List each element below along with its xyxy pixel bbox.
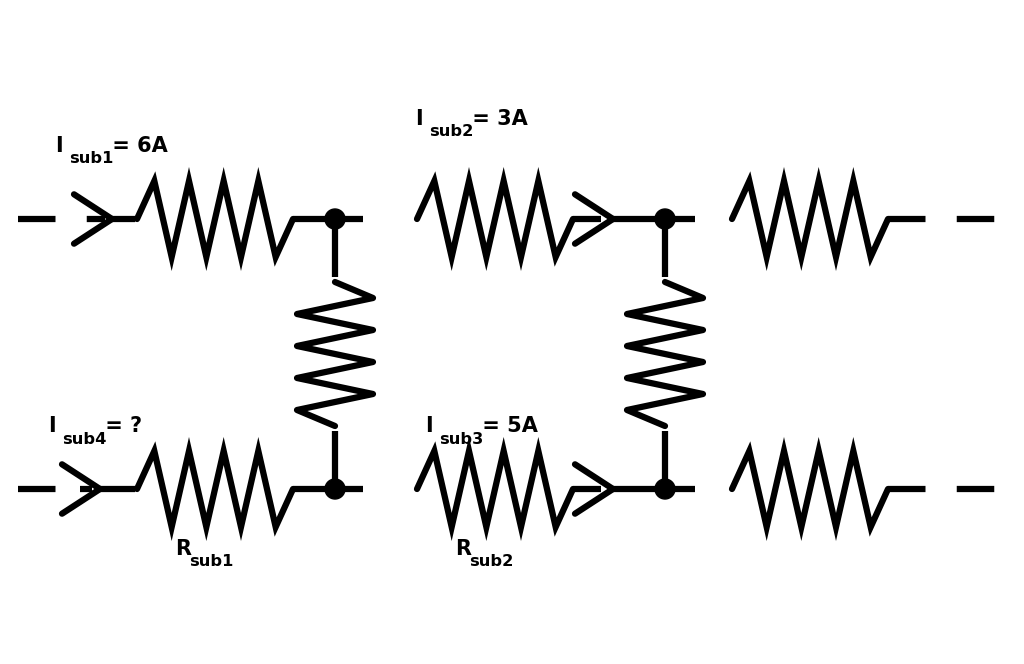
Text: sub1: sub1 bbox=[189, 554, 233, 570]
Text: sub4: sub4 bbox=[62, 432, 106, 446]
Text: I: I bbox=[48, 416, 55, 436]
Text: R: R bbox=[455, 539, 471, 559]
Text: I: I bbox=[425, 416, 432, 436]
Text: I: I bbox=[415, 109, 423, 129]
Text: = 6A: = 6A bbox=[105, 136, 168, 156]
Text: = 3A: = 3A bbox=[465, 109, 528, 129]
Circle shape bbox=[655, 479, 675, 499]
Text: sub3: sub3 bbox=[439, 432, 483, 446]
Circle shape bbox=[325, 479, 345, 499]
Text: I: I bbox=[55, 136, 62, 156]
Circle shape bbox=[655, 209, 675, 229]
Text: sub2: sub2 bbox=[469, 554, 514, 570]
Text: sub2: sub2 bbox=[429, 125, 474, 139]
Text: R: R bbox=[175, 539, 191, 559]
Text: sub1: sub1 bbox=[70, 151, 114, 167]
Circle shape bbox=[325, 209, 345, 229]
Text: = ?: = ? bbox=[98, 416, 142, 436]
Text: = 5A: = 5A bbox=[475, 416, 539, 436]
